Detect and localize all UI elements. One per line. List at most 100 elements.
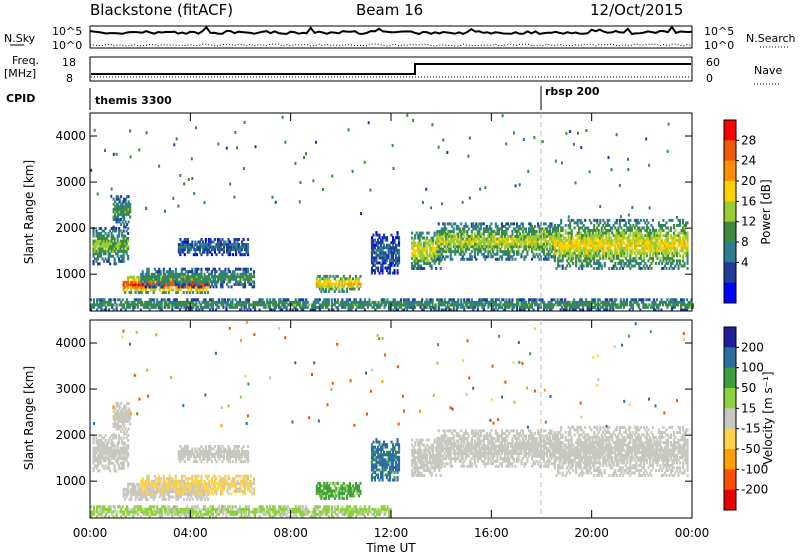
heatmap-cell	[596, 246, 599, 250]
heatmap-cell	[564, 308, 567, 312]
heatmap-cell	[111, 303, 114, 307]
heatmap-cell	[490, 298, 493, 302]
heatmap-cell	[514, 257, 517, 261]
heatmap-cell	[634, 298, 637, 302]
heatmap-cell	[623, 254, 626, 258]
heatmap-cell	[420, 231, 423, 235]
heatmap-cell	[247, 245, 250, 249]
heatmap-cell	[269, 305, 272, 309]
heatmap-cell	[527, 169, 530, 173]
heatmap-cell	[569, 249, 572, 253]
heatmap-cell	[424, 262, 427, 265]
heatmap-cell	[647, 239, 650, 243]
heatmap-cell	[101, 257, 104, 261]
heatmap-cell	[614, 241, 617, 245]
heatmap-cell	[605, 229, 608, 232]
heatmap-cell	[632, 241, 635, 245]
heatmap-cell	[623, 229, 626, 232]
heatmap-cell	[564, 229, 567, 232]
heatmap-cell	[472, 247, 475, 251]
heatmap-cell	[285, 298, 288, 302]
heatmap-cell	[197, 277, 200, 281]
heatmap-cell	[448, 298, 451, 302]
heatmap-cell	[348, 305, 351, 309]
heatmap-cell	[412, 305, 415, 309]
heatmap-cell	[484, 237, 487, 241]
heatmap-cell	[439, 242, 442, 246]
heatmap-cell	[117, 218, 120, 221]
noise-left-tick-bottom: 10^0	[52, 39, 82, 52]
heatmap-cell	[421, 231, 424, 235]
heatmap-cell	[561, 267, 564, 270]
heatmap-cell	[115, 305, 118, 309]
heatmap-cell	[421, 308, 424, 312]
heatmap-cell	[679, 262, 682, 265]
heatmap-cell	[518, 298, 521, 302]
heatmap-cell	[520, 305, 523, 309]
heatmap-cell	[491, 303, 494, 307]
heatmap-cell	[133, 275, 136, 279]
heatmap-cell	[122, 237, 125, 241]
heatmap-cell	[563, 244, 566, 248]
heatmap-cell	[395, 236, 398, 240]
heatmap-cell	[221, 238, 224, 241]
heatmap-cell	[478, 300, 481, 304]
heatmap-cell	[466, 242, 469, 246]
heatmap-cell	[511, 250, 514, 254]
heatmap-cell	[587, 241, 590, 245]
heatmap-cell	[442, 237, 445, 241]
heatmap-cell	[168, 298, 171, 302]
heatmap-cell	[651, 251, 654, 255]
heatmap-cell	[656, 234, 659, 238]
heatmap-cell	[508, 257, 511, 261]
heatmap-cell	[610, 168, 613, 172]
heatmap-cell	[195, 282, 198, 286]
heatmap-cell	[335, 287, 338, 291]
heatmap-cell	[207, 243, 210, 247]
heatmap-cell	[509, 235, 512, 238]
heatmap-cell	[591, 300, 594, 304]
heatmap-cell	[493, 242, 496, 246]
heatmap-cell	[314, 308, 317, 312]
heatmap-cell	[576, 231, 579, 235]
heatmap-cell	[596, 259, 599, 263]
heatmap-cell	[112, 242, 115, 246]
heatmap-cell	[136, 275, 139, 279]
heatmap-cell	[144, 280, 147, 284]
heatmap-cell	[635, 218, 638, 222]
heatmap-cell	[330, 305, 333, 309]
heatmap-cell	[221, 282, 224, 286]
heatmap-cell	[599, 231, 602, 235]
heatmap-cell	[590, 229, 593, 232]
heatmap-cell	[567, 241, 570, 245]
heatmap-cell	[512, 227, 515, 231]
heatmap-cell	[490, 247, 493, 251]
heatmap-cell	[466, 300, 469, 304]
heatmap-cell	[374, 300, 377, 304]
heatmap-cell	[242, 243, 245, 247]
heatmap-cell	[663, 246, 666, 250]
heatmap-cell	[659, 226, 662, 230]
heatmap-cell	[457, 298, 460, 302]
heatmap-cell	[426, 262, 429, 265]
heatmap-cell	[520, 235, 523, 238]
heatmap-cell	[630, 298, 633, 302]
heatmap-cell	[620, 249, 623, 253]
heatmap-cell	[526, 237, 529, 241]
heatmap-cell	[233, 303, 236, 307]
heatmap-cell	[165, 280, 168, 284]
date-title: 12/Oct/2015	[590, 1, 683, 19]
heatmap-cell	[103, 234, 106, 238]
heatmap-cell	[147, 285, 150, 289]
heatmap-cell	[576, 249, 579, 253]
heatmap-cell	[236, 267, 239, 271]
heatmap-cell	[216, 240, 219, 244]
heatmap-cell	[491, 232, 494, 236]
heatmap-cell	[127, 285, 130, 289]
heatmap-cell	[177, 250, 180, 254]
heatmap-cell	[608, 249, 611, 253]
heatmap-cell	[564, 246, 567, 250]
heatmap-cell	[531, 230, 534, 233]
heatmap-cell	[315, 282, 318, 286]
heatmap-cell	[683, 251, 686, 255]
